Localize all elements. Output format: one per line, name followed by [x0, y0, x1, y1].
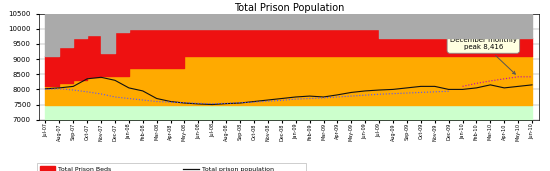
Legend: Total Prison Beds, Supp Beds up to Union Agreed Muster, Baseline, Total prison p: Total Prison Beds, Supp Beds up to Union…	[37, 163, 306, 171]
Text: December monthly
peak 8,416: December monthly peak 8,416	[450, 37, 517, 74]
Title: Total Prison Population: Total Prison Population	[234, 3, 344, 13]
